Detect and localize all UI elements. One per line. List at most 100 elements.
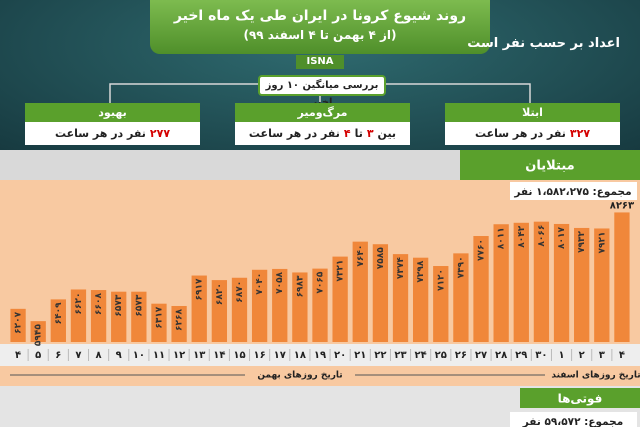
value-label: ۸۲۶۳	[610, 200, 634, 211]
value-label: ۷۵۸۵	[376, 247, 386, 269]
x-tick-label: ۱۲	[173, 350, 185, 361]
bar	[453, 253, 469, 342]
x-tick-label: ۲۳	[394, 350, 406, 361]
bar	[433, 266, 449, 342]
value-label: ۶۵۷۳	[114, 294, 124, 316]
value-label: ۷۹۲۱	[597, 231, 607, 253]
bar	[191, 275, 207, 342]
value-label: ۸۰۴۲	[517, 225, 527, 247]
deaths-total-box	[510, 412, 637, 427]
summary-text: ۳۲۷	[569, 127, 591, 140]
deaths-tab	[520, 388, 640, 408]
value-label: ۶۵۷۳	[134, 294, 144, 316]
summary-label: مرگ‌ومیر	[235, 103, 410, 122]
x-tick-label: ۱۸	[294, 350, 306, 361]
x-tick-label: ۹	[116, 350, 122, 361]
summary-label: بهبود	[25, 103, 200, 122]
subtitle: (از ۴ بهمن تا ۴ اسفند ۹۹)	[243, 28, 397, 42]
x-tick-label: ۱۳	[193, 350, 205, 361]
summary-text: بین	[377, 127, 397, 140]
value-label: ۶۸۷۰	[235, 281, 245, 303]
value-label: ۶۹۸۳	[295, 275, 305, 297]
summary-text: تا	[354, 127, 363, 140]
value-label: ۵۹۴۵	[34, 324, 44, 346]
value-label: ۷۰۴۰	[255, 273, 265, 295]
x-tick-label: ۲۵	[435, 350, 447, 361]
summary-box: بهبود ۲۷۷نفر در هر ساعت	[25, 103, 200, 147]
value-label: ۶۳۱۷	[154, 306, 164, 328]
x-tick-label: ۴	[619, 350, 625, 361]
deaths-total: مجموع: ۵۹،۵۷۲ نفر	[522, 416, 623, 427]
deaths-title: فوتی‌ها	[558, 392, 603, 407]
summary-text: ۳	[366, 127, 374, 140]
x-tick-label: ۲۱	[354, 350, 366, 361]
bar	[392, 254, 409, 342]
value-label: ۶۶۰۸	[94, 293, 104, 315]
value-label: ۶۲۰۷	[14, 311, 24, 333]
chart-total: مجموع: ۱،۵۸۲،۲۷۵ نفر	[513, 186, 631, 198]
x-tick-label: ۱۰	[133, 350, 145, 361]
value-label: ۶۸۲۰	[215, 283, 225, 305]
value-label: ۷۳۹۰	[456, 256, 466, 278]
bar	[211, 280, 228, 342]
x-tick-label: ۱۵	[233, 350, 245, 361]
x-tick-label: ۱۶	[254, 350, 266, 361]
bar	[493, 224, 509, 342]
bar	[292, 272, 308, 342]
value-label: ۷۰۶۵	[316, 271, 326, 293]
summary-value: ۳۲۷نفر در هر ساعت	[445, 122, 620, 145]
bar	[553, 223, 570, 342]
x-tick-label: ۲۷	[475, 350, 487, 361]
value-label: ۶۴۰۹	[54, 302, 64, 324]
bar	[594, 228, 610, 342]
x-tick-label: ۷	[75, 350, 81, 361]
bar	[533, 221, 550, 342]
chart: مبتلایان مجموع: ۱،۵۸۲،۲۷۵ نفر تاریخ روزه…	[0, 150, 640, 427]
bar	[111, 291, 127, 342]
value-label: ۸۰۱۷	[557, 226, 567, 248]
value-label: ۷۶۴۰	[356, 245, 366, 267]
x-group-label: تاریخ روزهای بهمن	[257, 371, 342, 381]
bar	[352, 241, 368, 342]
value-label: ۶۹۱۷	[195, 278, 205, 300]
bar	[312, 268, 328, 342]
summary-value: ۲۷۷نفر در هر ساعت	[25, 122, 200, 145]
chart-title: مبتلایان	[525, 159, 574, 174]
source: ISNA	[296, 55, 344, 69]
x-tick-label: ۲۴	[415, 350, 427, 361]
summary-box: ابتلا ۳۲۷نفر در هر ساعت	[445, 103, 620, 147]
x-group-label: تاریخ روزهای اسفند	[551, 371, 640, 381]
x-tick-label: ۱	[558, 350, 564, 361]
value-label: ۷۱۲۰	[436, 269, 446, 291]
value-label: ۷۳۲۱	[336, 260, 346, 282]
summary-text: ۲۷۷	[149, 127, 171, 140]
summary-label: ابتلا	[445, 103, 620, 122]
bar	[70, 289, 87, 342]
value-label: ۸۰۱۱	[497, 227, 507, 249]
x-tick-label: ۲۹	[515, 350, 527, 361]
bar	[251, 269, 268, 342]
x-tick-label: ۲۲	[374, 350, 386, 361]
x-tick-label: ۱۷	[274, 350, 286, 361]
summary-text: نفر در هر ساعت	[54, 127, 146, 140]
summary-boxes: ابتلا ۳۲۷نفر در هر ساعت مرگ‌ومیر بین۳تا۴نفر…	[25, 103, 620, 147]
bar	[372, 244, 389, 342]
value-label: ۷۹۳۲	[577, 230, 587, 252]
bar	[171, 305, 187, 342]
summary-title: بررسی میانگین ۱۰ روز اخیر	[258, 75, 386, 108]
summary-value: بین۳تا۴نفر در هر ساعت	[235, 122, 410, 145]
bar	[574, 227, 590, 342]
value-label: ۷۲۹۸	[416, 260, 426, 282]
x-tick-label: ۲۸	[495, 350, 507, 361]
value-label: ۷۳۷۴	[396, 257, 406, 279]
x-tick-label: ۱۱	[153, 350, 165, 361]
bar	[231, 277, 248, 342]
summary-text: ۴	[343, 127, 351, 140]
x-tick-label: ۵	[35, 350, 41, 361]
x-tick-label: ۲۰	[334, 350, 346, 361]
bar	[10, 308, 26, 342]
total-box	[510, 182, 637, 200]
value-label: ۷۷۶۰	[477, 239, 487, 261]
summary-text: نفر در هر ساعت	[248, 127, 340, 140]
x-tick-label: ۳۰	[535, 350, 547, 361]
